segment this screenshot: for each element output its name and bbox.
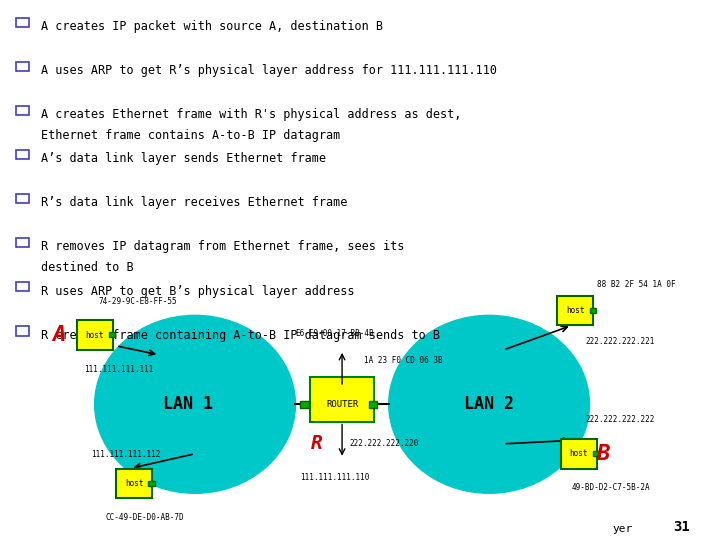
FancyBboxPatch shape <box>16 106 29 115</box>
Text: 222.222.222.222: 222.222.222.222 <box>586 415 655 424</box>
FancyBboxPatch shape <box>16 238 29 247</box>
Text: host: host <box>86 330 104 340</box>
Text: host: host <box>125 479 143 488</box>
Text: destined to B: destined to B <box>41 261 133 274</box>
FancyBboxPatch shape <box>16 62 29 71</box>
FancyBboxPatch shape <box>16 282 29 292</box>
FancyBboxPatch shape <box>109 333 115 338</box>
FancyBboxPatch shape <box>310 376 374 422</box>
Text: 49-BD-D2-C7-5B-2A: 49-BD-D2-C7-5B-2A <box>572 483 650 492</box>
Text: R uses ARP to get B’s physical layer address: R uses ARP to get B’s physical layer add… <box>41 285 354 298</box>
Text: A uses ARP to get R’s physical layer address for 111.111.111.110: A uses ARP to get R’s physical layer add… <box>41 64 497 77</box>
Text: 74-29-9C-E8-FF-55: 74-29-9C-E8-FF-55 <box>98 296 177 306</box>
FancyBboxPatch shape <box>116 469 152 498</box>
Ellipse shape <box>389 315 590 493</box>
Text: B: B <box>595 444 609 464</box>
Text: R’s data link layer receives Ethernet frame: R’s data link layer receives Ethernet fr… <box>41 197 347 210</box>
FancyBboxPatch shape <box>557 295 593 325</box>
Text: R: R <box>311 434 323 454</box>
Text: A’s data link layer sends Ethernet frame: A’s data link layer sends Ethernet frame <box>41 152 326 165</box>
Ellipse shape <box>94 315 295 493</box>
Text: LAN 2: LAN 2 <box>464 395 514 413</box>
FancyBboxPatch shape <box>590 308 596 313</box>
FancyBboxPatch shape <box>16 194 29 204</box>
Text: A creates Ethernet frame with R's physical address as dest,: A creates Ethernet frame with R's physic… <box>41 109 462 122</box>
FancyBboxPatch shape <box>561 439 597 469</box>
Text: R creates frame containing A-to-B IP datagram sends to B: R creates frame containing A-to-B IP dat… <box>41 328 440 342</box>
Text: R removes IP datagram from Ethernet frame, sees its: R removes IP datagram from Ethernet fram… <box>41 240 404 253</box>
Text: ROUTER: ROUTER <box>326 400 358 409</box>
Text: 111.111.111.112: 111.111.111.112 <box>91 450 161 459</box>
Text: A: A <box>52 325 66 345</box>
FancyBboxPatch shape <box>16 150 29 159</box>
FancyBboxPatch shape <box>16 17 29 27</box>
Text: A creates IP packet with source A, destination B: A creates IP packet with source A, desti… <box>41 20 383 33</box>
Text: host: host <box>566 306 585 315</box>
FancyBboxPatch shape <box>369 401 377 408</box>
Text: CC-49-DE-D0-AB-7D: CC-49-DE-D0-AB-7D <box>105 513 184 522</box>
Text: E6-E9-00-17-BB-4B: E6-E9-00-17-BB-4B <box>296 328 374 338</box>
Text: Ethernet frame contains A-to-B IP datagram: Ethernet frame contains A-to-B IP datagr… <box>41 129 340 141</box>
Text: 111.111.111.110: 111.111.111.110 <box>300 474 369 483</box>
Text: 88 B2 2F 54 1A 0F: 88 B2 2F 54 1A 0F <box>597 280 675 289</box>
Text: 222.222.222.221: 222.222.222.221 <box>586 338 655 346</box>
FancyBboxPatch shape <box>16 326 29 335</box>
Text: 222.222.222.220: 222.222.222.220 <box>349 440 418 448</box>
Text: 31: 31 <box>673 521 690 534</box>
FancyBboxPatch shape <box>148 481 155 485</box>
Text: 111.111.111.111: 111.111.111.111 <box>84 364 153 374</box>
FancyBboxPatch shape <box>593 451 600 456</box>
Text: yer: yer <box>612 524 633 534</box>
FancyBboxPatch shape <box>300 401 309 408</box>
Text: 1A 23 F0 CD 06 3B: 1A 23 F0 CD 06 3B <box>364 356 442 364</box>
Text: LAN 1: LAN 1 <box>163 395 213 413</box>
FancyBboxPatch shape <box>77 320 112 350</box>
Text: host: host <box>570 449 588 458</box>
